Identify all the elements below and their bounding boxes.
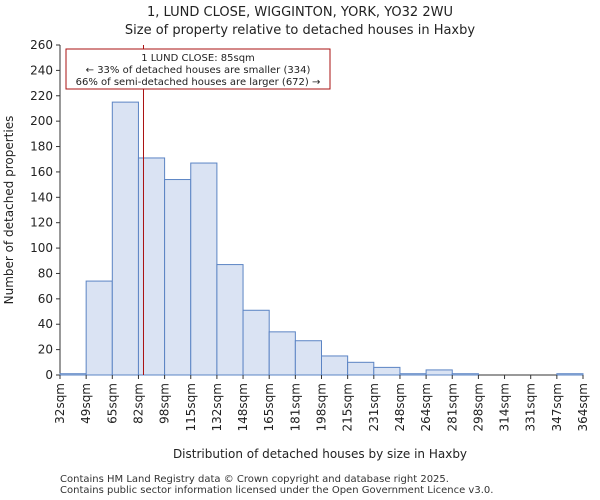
x-tick-label: 264sqm: [419, 383, 433, 431]
annotation-line: 66% of semi-detached houses are larger (…: [76, 77, 321, 88]
x-tick-label: 198sqm: [315, 383, 329, 431]
histogram-bar: [399, 373, 427, 376]
histogram-bar: [216, 264, 244, 376]
histogram-bar: [451, 373, 479, 376]
y-tick-label: 160: [30, 165, 53, 179]
x-tick-label: 281sqm: [445, 383, 459, 431]
footer-copyright: Contains HM Land Registry data © Crown c…: [60, 474, 449, 485]
histogram-bar: [373, 366, 401, 376]
y-tick-label: 100: [30, 241, 53, 255]
x-tick-label: 165sqm: [262, 383, 276, 431]
histogram-bar: [190, 162, 218, 376]
x-tick-label: 32sqm: [53, 383, 67, 424]
x-tick-label: 298sqm: [471, 383, 485, 431]
histogram-bar: [242, 309, 270, 376]
x-tick-label: 181sqm: [288, 383, 302, 431]
x-tick-label: 231sqm: [367, 383, 381, 431]
x-tick-label: 314sqm: [498, 383, 512, 431]
y-tick-label: 260: [30, 38, 53, 52]
x-tick-label: 49sqm: [79, 383, 93, 424]
footer-licence: Contains public sector information licen…: [60, 485, 494, 496]
y-tick-label: 80: [38, 266, 53, 280]
y-tick-label: 0: [45, 368, 53, 382]
x-tick-label: 215sqm: [341, 383, 355, 431]
x-axis-label: Distribution of detached houses by size …: [173, 447, 467, 461]
x-tick-label: 331sqm: [524, 383, 538, 431]
histogram-bar: [59, 373, 87, 376]
x-tick-label: 132sqm: [210, 383, 224, 431]
y-tick-label: 60: [38, 292, 53, 306]
histogram-bar: [347, 361, 375, 376]
annotation-box: [65, 48, 331, 90]
y-tick-label: 200: [30, 114, 53, 128]
histogram-bar: [137, 157, 166, 376]
y-tick-label: 20: [38, 343, 53, 357]
x-tick-label: 347sqm: [550, 383, 564, 431]
y-axis-label: Number of detached properties: [2, 116, 16, 305]
annotation-line: 1 LUND CLOSE: 85sqm: [141, 53, 255, 64]
x-tick-label: 65sqm: [105, 383, 119, 424]
histogram-bar: [164, 179, 192, 376]
x-tick-label: 82sqm: [131, 383, 145, 424]
histogram-bar: [111, 101, 139, 376]
y-tick-label: 220: [30, 89, 53, 103]
histogram-bar: [425, 369, 453, 376]
chart-subtitle: Size of property relative to detached ho…: [125, 23, 475, 38]
y-tick-label: 40: [38, 317, 53, 331]
x-tick-label: 148sqm: [236, 383, 250, 431]
x-tick-label: 248sqm: [393, 383, 407, 431]
annotation-line: ← 33% of detached houses are smaller (33…: [86, 65, 311, 76]
histogram-bar: [85, 280, 113, 376]
histogram-bar: [268, 331, 296, 376]
x-tick-label: 98sqm: [158, 383, 172, 424]
y-tick-label: 240: [30, 63, 53, 77]
histogram-bar: [321, 355, 349, 376]
x-tick-label: 115sqm: [184, 383, 198, 431]
y-tick-label: 180: [30, 140, 53, 154]
x-tick-label: 364sqm: [576, 383, 590, 431]
y-tick-label: 120: [30, 216, 53, 230]
chart-title: 1, LUND CLOSE, WIGGINTON, YORK, YO32 2WU: [147, 5, 453, 20]
histogram-bar: [294, 340, 323, 376]
plot-area: 0 20 40 60 80 100 120 140 160 180 200 220 240 260 32sq…: [30, 38, 590, 431]
y-tick-label: 140: [30, 190, 53, 204]
histogram-bar: [556, 373, 584, 376]
